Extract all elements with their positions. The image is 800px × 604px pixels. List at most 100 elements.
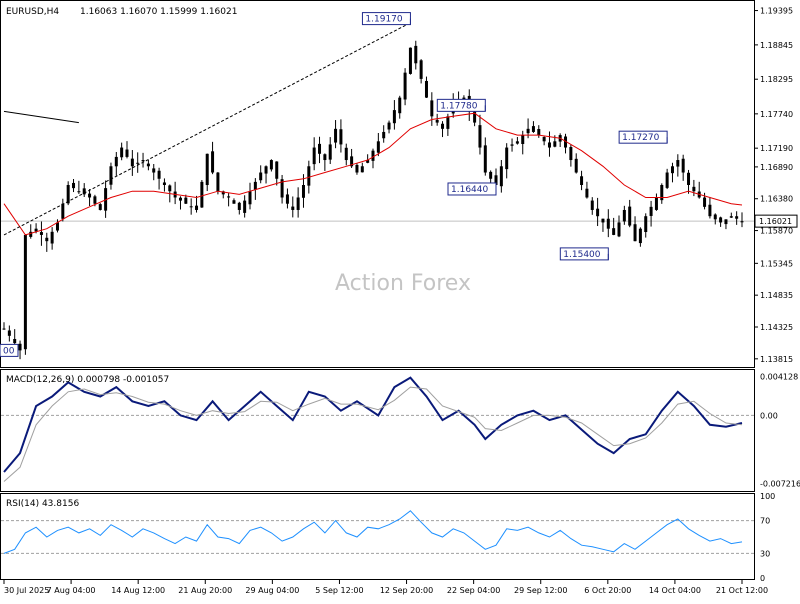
candle-body xyxy=(312,147,316,165)
price-tick-label: 1.16380 xyxy=(760,195,793,204)
price-annotation-label: 1.17270 xyxy=(622,133,659,143)
candle-body xyxy=(654,197,658,210)
time-tick-label: 6 Oct 20:00 xyxy=(584,586,631,595)
candle-body xyxy=(628,206,632,226)
candle-body xyxy=(670,166,674,174)
candle-body xyxy=(446,116,450,129)
rsi-line xyxy=(3,510,743,554)
current-price-label: 1.16021 xyxy=(759,217,792,226)
candle-body xyxy=(323,154,327,161)
candle-body xyxy=(644,216,648,233)
candle-body xyxy=(649,206,653,216)
candle-body xyxy=(339,129,343,145)
rsi-panel xyxy=(0,493,755,580)
candle-body xyxy=(724,219,728,225)
candle-body xyxy=(681,158,685,173)
candle-body xyxy=(146,163,150,167)
candle-body xyxy=(526,128,530,134)
ohlc-readout: 1.16063 1.16070 1.15999 1.16021 xyxy=(80,7,237,17)
time-tick-label: 14 Aug 12:00 xyxy=(111,586,165,595)
candle-body xyxy=(259,172,263,181)
price-tick-label: 1.15345 xyxy=(760,259,793,268)
macd-main-line xyxy=(3,376,743,473)
candle-body xyxy=(574,158,578,173)
candle-body xyxy=(735,216,739,219)
candle-body xyxy=(50,231,54,244)
candle-body xyxy=(66,185,70,204)
candle-body xyxy=(489,171,493,179)
candle-body xyxy=(585,188,589,198)
price-tick-label: 1.18295 xyxy=(760,75,793,84)
macd-tick-label: -0.007216 xyxy=(760,479,800,488)
candle-body xyxy=(39,232,43,235)
candle-body xyxy=(114,156,118,167)
price-tick-label: 1.17190 xyxy=(760,144,793,153)
candle-body xyxy=(355,164,359,173)
candle-body xyxy=(590,200,594,210)
candle-body xyxy=(157,170,161,179)
candle-body xyxy=(2,328,6,330)
candle-body xyxy=(622,209,626,222)
rsi-tick-label: 100 xyxy=(760,492,775,501)
candle-body xyxy=(553,141,557,147)
macd-panel xyxy=(0,369,755,492)
candle-body xyxy=(660,185,664,201)
candle-body xyxy=(184,197,188,204)
candle-body xyxy=(125,149,129,157)
candle-body xyxy=(542,136,546,142)
price-annotation-box xyxy=(0,343,19,357)
candle-body xyxy=(178,197,182,201)
candle-body xyxy=(334,128,338,143)
candle-body xyxy=(708,204,712,217)
price-tick-label: 1.13815 xyxy=(760,355,793,364)
price-tick-label: 1.14325 xyxy=(760,323,793,332)
candle-body xyxy=(531,126,535,132)
candle-body xyxy=(483,145,487,173)
macd-signal-line xyxy=(3,386,743,482)
candle-body xyxy=(98,204,102,210)
candle-body xyxy=(665,172,669,188)
candle-body xyxy=(424,80,428,98)
candle-body xyxy=(403,72,407,100)
candle-body xyxy=(350,156,354,167)
candle-body xyxy=(510,144,514,146)
candle-body xyxy=(601,218,605,223)
candle-body xyxy=(441,123,445,129)
rsi-tick-label: 30 xyxy=(760,549,770,558)
candle-body xyxy=(473,111,477,123)
candle-body xyxy=(580,176,584,185)
candle-body xyxy=(435,119,439,123)
candle-body xyxy=(387,122,391,130)
candle-body xyxy=(227,196,231,198)
candle-body xyxy=(200,181,204,208)
candle-body xyxy=(55,222,59,231)
candle-body xyxy=(136,162,140,164)
candle-body xyxy=(366,160,370,163)
dashed-trendline xyxy=(3,22,411,236)
candle-body xyxy=(617,222,621,237)
candle-body xyxy=(430,100,434,117)
price-panel xyxy=(0,0,755,368)
price-annotation-label: 1.17780 xyxy=(440,101,477,111)
candle-body xyxy=(275,161,279,179)
candle-body xyxy=(291,206,295,210)
candle-body xyxy=(18,343,22,351)
candle-body xyxy=(703,197,707,207)
rsi-tick-label: 70 xyxy=(760,517,770,526)
candle-body xyxy=(152,168,156,173)
rsi-tick-label: 0 xyxy=(760,574,765,583)
resistance-line xyxy=(3,110,79,124)
candle-body xyxy=(408,47,412,74)
price-annotation-label: 00 xyxy=(3,346,15,356)
candle-body xyxy=(729,216,733,218)
candle-body xyxy=(82,188,86,195)
candle-body xyxy=(211,151,215,173)
macd-tick-label: 0.00 xyxy=(760,411,778,420)
candle-body xyxy=(232,200,236,204)
candle-body xyxy=(109,166,113,185)
candle-body xyxy=(606,218,610,229)
candle-body xyxy=(499,166,503,187)
price-tick-label: 1.16890 xyxy=(760,163,793,172)
time-tick-label: 21 Aug 20:00 xyxy=(178,586,232,595)
